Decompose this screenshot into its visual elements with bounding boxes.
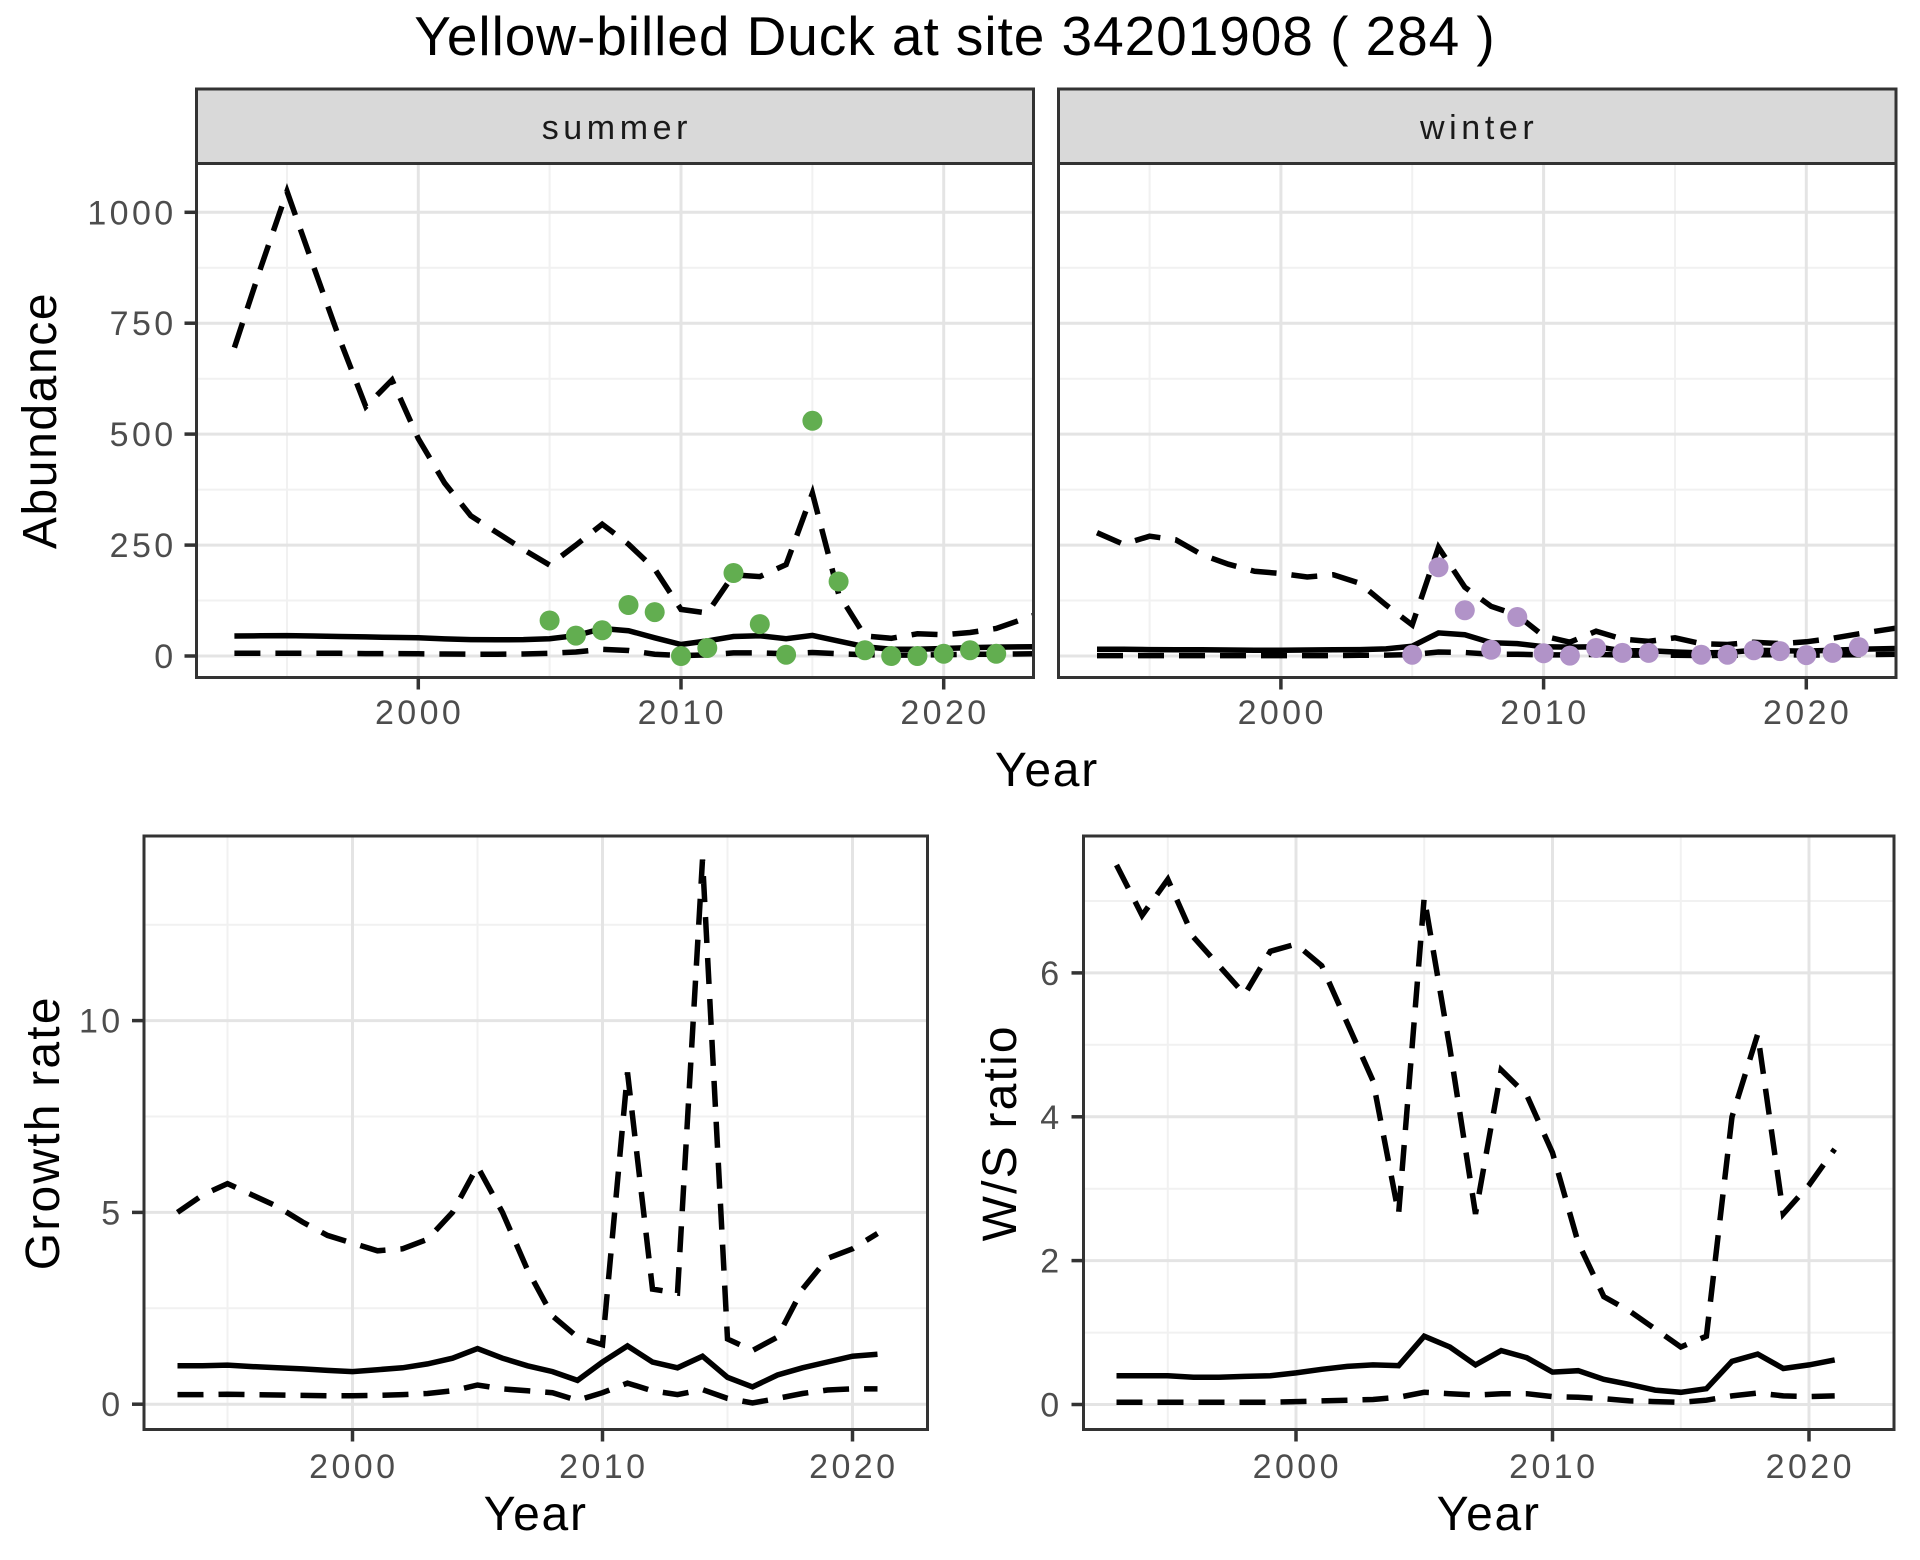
- svg-text:2000: 2000: [309, 1448, 398, 1486]
- svg-text:summer: summer: [542, 109, 692, 147]
- svg-text:750: 750: [110, 305, 177, 343]
- svg-text:Year: Year: [995, 744, 1099, 797]
- svg-text:250: 250: [110, 527, 177, 565]
- svg-text:Year: Year: [1437, 1488, 1541, 1541]
- svg-text:5: 5: [101, 1194, 123, 1232]
- svg-text:1000: 1000: [87, 194, 176, 232]
- svg-text:10: 10: [79, 1003, 124, 1041]
- svg-text:2020: 2020: [900, 694, 989, 732]
- svg-text:2: 2: [1040, 1243, 1062, 1281]
- svg-text:Year: Year: [484, 1488, 588, 1541]
- svg-text:0: 0: [1040, 1387, 1062, 1425]
- svg-text:4: 4: [1040, 1099, 1062, 1137]
- svg-text:Yellow-billed Duck at site 342: Yellow-billed Duck at site 34201908 ( 28…: [414, 5, 1495, 67]
- svg-text:2010: 2010: [559, 1448, 648, 1486]
- svg-text:2010: 2010: [1500, 694, 1589, 732]
- svg-text:2010: 2010: [1509, 1448, 1598, 1486]
- svg-text:Abundance: Abundance: [14, 292, 67, 549]
- svg-text:500: 500: [110, 416, 177, 454]
- svg-text:6: 6: [1040, 955, 1062, 993]
- svg-text:2000: 2000: [1253, 1448, 1342, 1486]
- svg-text:2020: 2020: [809, 1448, 898, 1486]
- svg-text:0: 0: [101, 1386, 123, 1424]
- svg-text:2000: 2000: [375, 694, 464, 732]
- svg-text:Growth rate: Growth rate: [17, 995, 70, 1270]
- svg-text:2020: 2020: [1763, 694, 1852, 732]
- svg-text:2020: 2020: [1766, 1448, 1855, 1486]
- svg-text:2010: 2010: [638, 694, 727, 732]
- svg-text:winter: winter: [1419, 109, 1538, 147]
- svg-text:W/S ratio: W/S ratio: [974, 1024, 1027, 1241]
- svg-text:2000: 2000: [1238, 694, 1327, 732]
- svg-text:0: 0: [154, 638, 176, 676]
